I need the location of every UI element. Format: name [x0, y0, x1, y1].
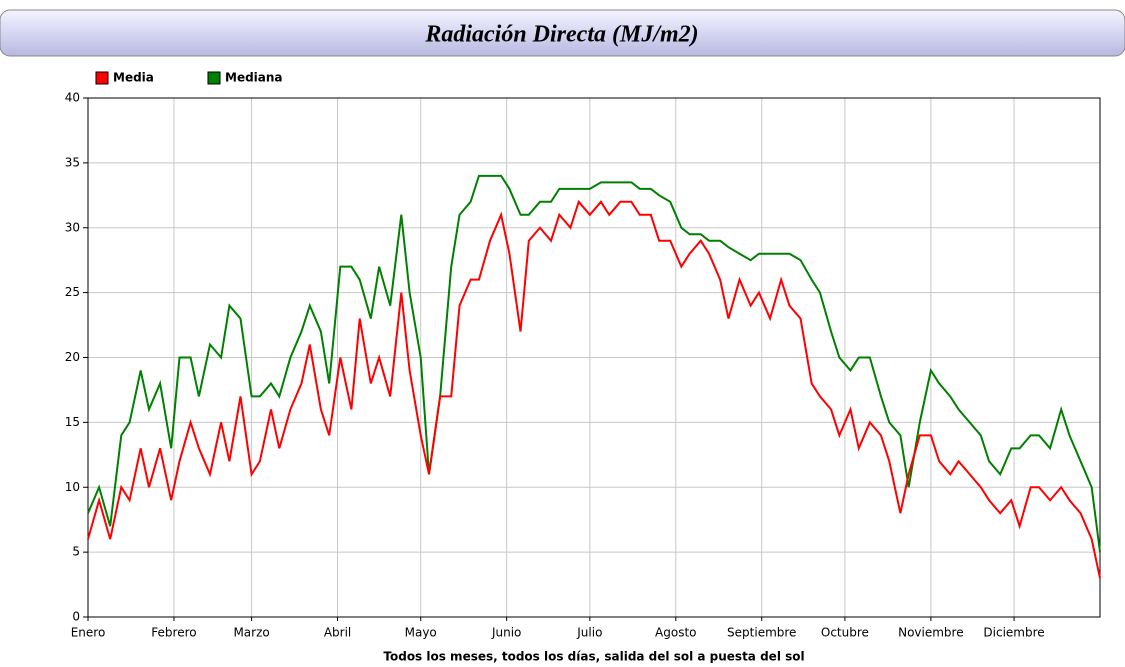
x-tick-label: Diciembre: [983, 626, 1044, 640]
x-tick-label: Junio: [491, 626, 521, 640]
x-tick-label: Mayo: [405, 626, 437, 640]
y-tick-label: 30: [65, 220, 80, 234]
x-tick-label: Abril: [324, 626, 351, 640]
x-tick-label: Enero: [71, 626, 106, 640]
x-tick-label: Agosto: [655, 626, 696, 640]
x-axis-label: Todos los meses, todos los días, salida …: [383, 650, 804, 664]
plot-frame: [87, 97, 1101, 618]
x-tick-label: Marzo: [233, 626, 269, 640]
data-line: [87, 174, 1101, 553]
legend-swatch: [95, 71, 109, 85]
x-tick-label: Noviembre: [898, 626, 964, 640]
chart-title: Radiación Directa (MJ/m2): [424, 22, 698, 48]
legend-swatch: [207, 71, 221, 85]
x-tick-label: Octubre: [821, 626, 869, 640]
y-tick-label: 10: [65, 480, 80, 494]
y-tick-label: 15: [65, 415, 80, 429]
y-tick-label: 40: [65, 91, 80, 105]
x-tick-label: Julio: [576, 626, 602, 640]
title-bar: [0, 9, 1125, 57]
x-tick-label: Septiembre: [727, 626, 796, 640]
y-tick-label: 25: [65, 285, 80, 299]
y-tick-label: 20: [65, 350, 80, 364]
legend-label: Media: [113, 71, 154, 85]
legend-label: Mediana: [225, 71, 283, 85]
y-tick-label: 5: [72, 545, 80, 559]
y-tick-label: 0: [72, 610, 80, 624]
x-tick-label: Febrero: [151, 626, 196, 640]
data-line: [87, 199, 1101, 579]
y-tick-label: 35: [65, 155, 80, 169]
